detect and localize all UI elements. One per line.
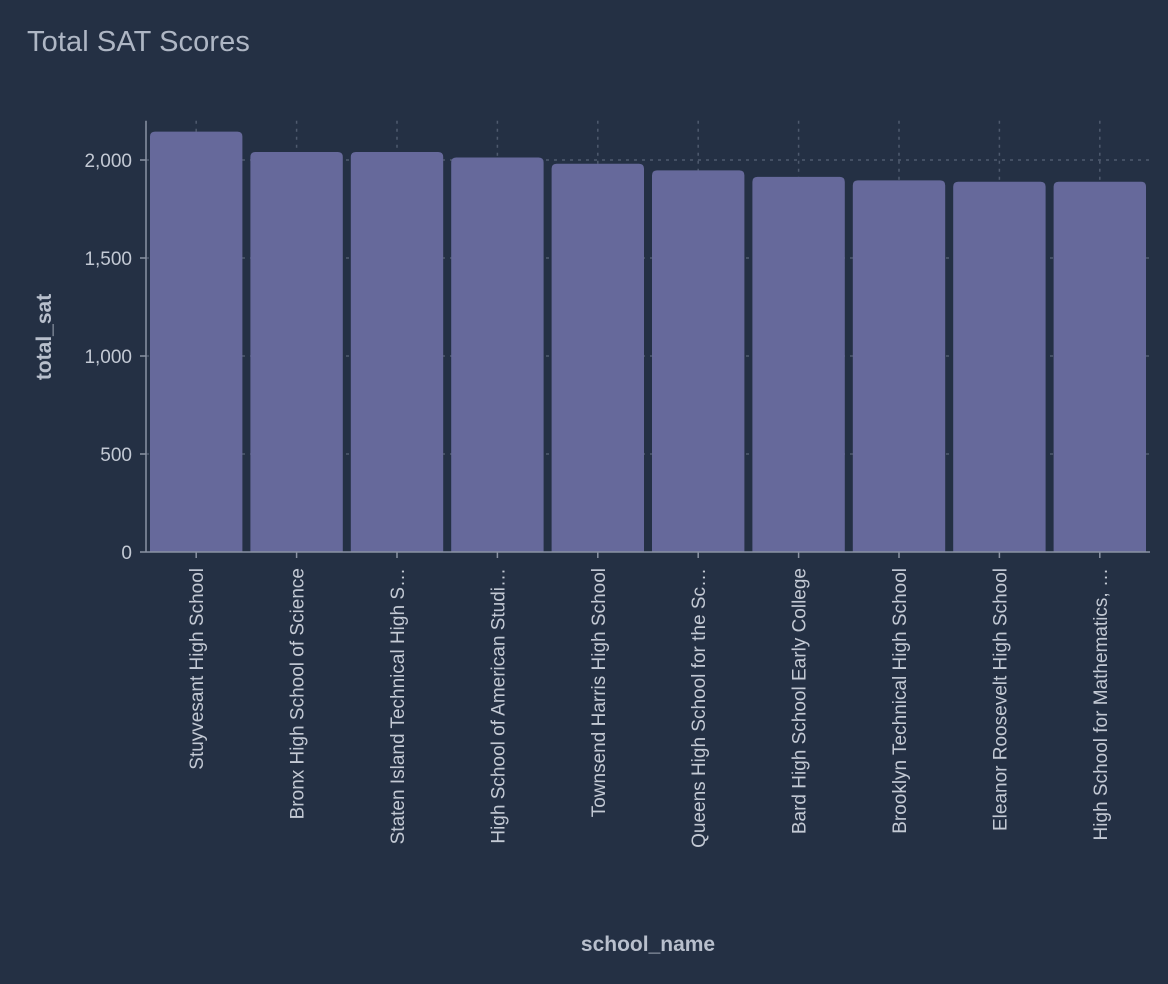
x-tick-label: Staten Island Technical High S… <box>388 568 409 844</box>
x-tick-label: Bard High School Early College <box>790 568 811 834</box>
x-tick-labels: Stuyvesant High School Bronx High School … <box>187 568 1112 848</box>
x-tick-label: Queens High School for the Sc… <box>689 568 710 848</box>
y-tick-label: 500 <box>100 445 132 466</box>
y-tick-labels: 0 500 1,000 1,500 2,000 <box>84 151 132 564</box>
bar <box>451 157 544 552</box>
bar <box>551 163 644 552</box>
axes <box>140 120 1150 558</box>
x-tick-label: High School for Mathematics, … <box>1091 568 1112 840</box>
bar <box>652 170 745 552</box>
chart-title: Total SAT Scores <box>27 26 250 58</box>
bar <box>350 151 444 553</box>
y-tick-label: 1,000 <box>84 347 132 368</box>
y-tick-label: 1,500 <box>84 249 132 270</box>
x-tick-label: Brooklyn Technical High School <box>890 568 911 834</box>
bar <box>250 151 343 553</box>
bar <box>150 131 243 552</box>
y-tick-label: 0 <box>121 543 132 564</box>
bar <box>1053 181 1146 553</box>
x-tick-label: High School of American Studi… <box>488 568 509 844</box>
y-tick-label: 2,000 <box>84 151 132 172</box>
x-axis-title: school_name <box>581 933 715 956</box>
bar <box>953 181 1046 553</box>
x-tick-label: Stuyvesant High School <box>187 568 208 770</box>
bars <box>150 131 1146 553</box>
x-tick-label: Townsend Harris High School <box>589 568 610 817</box>
x-tick-label: Bronx High School of Science <box>288 568 309 819</box>
bar <box>852 180 946 552</box>
y-axis-title: total_sat <box>33 294 56 380</box>
bar <box>752 176 845 552</box>
x-tick-label: Eleanor Roosevelt High School <box>990 568 1011 831</box>
